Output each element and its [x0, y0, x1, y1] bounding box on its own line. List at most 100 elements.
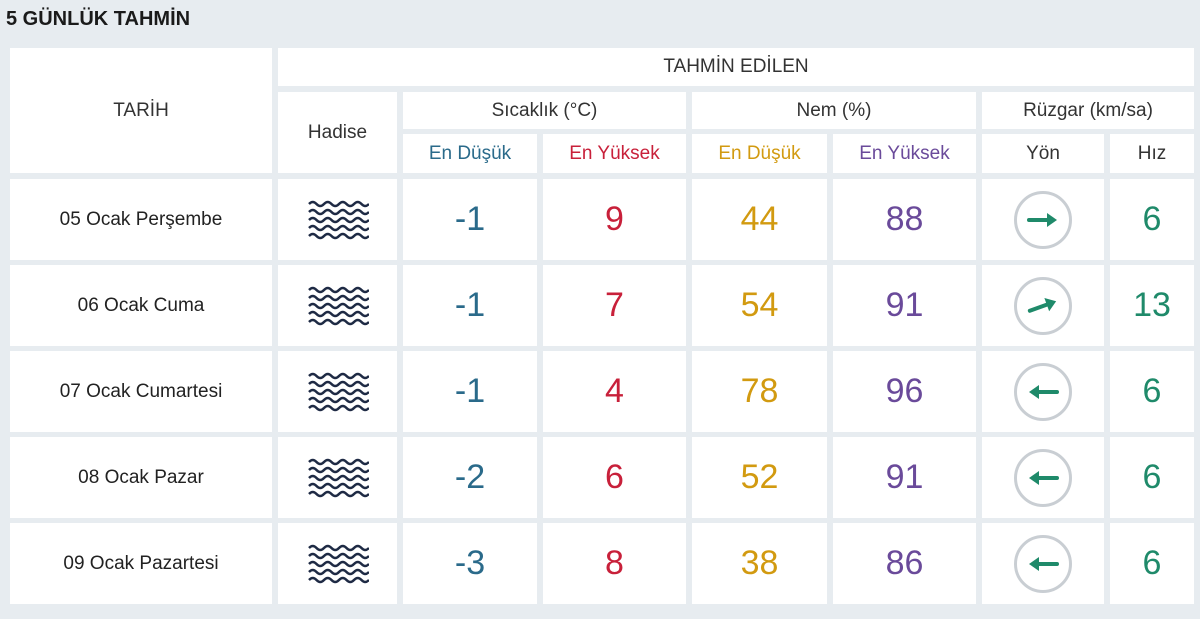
date-cell-value: 07 Ocak Cumartesi	[59, 380, 223, 402]
temp-max-cell: 6	[543, 437, 686, 518]
fog-icon	[307, 458, 369, 497]
wind-speed-cell: 6	[1110, 437, 1194, 518]
date-cell-value: 05 Ocak Perşembe	[59, 208, 223, 230]
temp-min-cell: -1	[403, 179, 537, 260]
header-tahmin-edilen: TAHMİN EDİLEN	[278, 48, 1194, 86]
header-hum-min-label: En Düşük	[718, 142, 801, 164]
header-hum-max-label: En Yüksek	[859, 142, 950, 164]
header-tarih-label: TARİH	[113, 99, 169, 121]
hum-max-cell-value: 96	[885, 372, 924, 410]
wind-direction-indicator	[1014, 362, 1072, 421]
temp-min-cell-value: -1	[454, 372, 486, 410]
hum-min-cell: 38	[692, 523, 827, 604]
wind-dir-cell	[982, 523, 1104, 604]
wind-speed-cell-value: 6	[1142, 458, 1162, 496]
wind-direction-indicator	[1014, 190, 1072, 249]
wind-arrow-icon	[1029, 556, 1059, 571]
wind-dir-cell	[982, 265, 1104, 346]
header-temp-max: En Yüksek	[543, 134, 686, 173]
date-cell: 09 Ocak Pazartesi	[10, 523, 272, 604]
header-hiz: Hız	[1110, 134, 1194, 173]
hum-min-cell: 78	[692, 351, 827, 432]
temp-max-cell: 4	[543, 351, 686, 432]
temp-min-cell: -1	[403, 265, 537, 346]
wind-arrow-icon	[1029, 384, 1059, 399]
header-hadise-label: Hadise	[307, 121, 368, 143]
temp-max-cell: 7	[543, 265, 686, 346]
temp-min-cell: -2	[403, 437, 537, 518]
hum-min-cell: 44	[692, 179, 827, 260]
fog-icon	[307, 286, 369, 325]
temp-min-cell-value: -1	[454, 200, 486, 238]
temp-min-cell: -3	[403, 523, 537, 604]
wind-speed-cell-value: 6	[1142, 544, 1162, 582]
temp-max-cell-value: 7	[605, 286, 624, 324]
header-hum-max: En Yüksek	[833, 134, 976, 173]
hadise-cell	[278, 437, 397, 518]
temp-min-cell: -1	[403, 351, 537, 432]
hum-min-cell-value: 38	[740, 544, 779, 582]
temp-max-cell: 8	[543, 523, 686, 604]
fog-icon	[307, 200, 369, 239]
temp-max-cell: 9	[543, 179, 686, 260]
hum-max-cell-value: 91	[885, 458, 924, 496]
hum-min-cell-value: 52	[740, 458, 779, 496]
date-cell: 07 Ocak Cumartesi	[10, 351, 272, 432]
fog-icon	[307, 372, 369, 411]
hum-min-cell-value: 44	[740, 200, 779, 238]
hum-min-cell-value: 78	[740, 372, 779, 410]
hadise-cell	[278, 351, 397, 432]
header-tahmin-edilen-label: TAHMİN EDİLEN	[663, 56, 809, 77]
hum-max-cell: 88	[833, 179, 976, 260]
temp-max-cell-value: 9	[605, 200, 624, 238]
header-temp-max-label: En Yüksek	[569, 142, 660, 164]
hum-min-cell: 52	[692, 437, 827, 518]
date-cell-value: 08 Ocak Pazar	[78, 466, 204, 488]
header-ruzgar: Rüzgar (km/sa)	[982, 92, 1194, 129]
header-yon: Yön	[982, 134, 1104, 173]
header-ruzgar-label: Rüzgar (km/sa)	[1023, 99, 1153, 121]
wind-dir-cell	[982, 437, 1104, 518]
wind-dir-cell	[982, 179, 1104, 260]
temp-max-cell-value: 8	[605, 544, 624, 582]
wind-speed-cell: 6	[1110, 179, 1194, 260]
hum-max-cell-value: 86	[885, 544, 924, 582]
wind-speed-cell-value: 6	[1142, 372, 1162, 410]
temp-max-cell-value: 6	[605, 458, 624, 496]
header-yon-label: Yön	[1026, 142, 1060, 164]
wind-speed-cell: 13	[1110, 265, 1194, 346]
hadise-cell	[278, 523, 397, 604]
header-temp-min: En Düşük	[403, 134, 537, 173]
header-hiz-label: Hız	[1137, 142, 1167, 164]
header-nem: Nem (%)	[692, 92, 976, 129]
fog-icon	[307, 544, 369, 583]
temp-min-cell-value: -2	[454, 458, 486, 496]
wind-dir-cell	[982, 351, 1104, 432]
wind-direction-indicator	[1014, 534, 1072, 593]
wind-speed-cell: 6	[1110, 523, 1194, 604]
temp-min-cell-value: -3	[454, 544, 486, 582]
header-hadise: Hadise	[278, 92, 397, 173]
wind-arrow-icon	[1027, 297, 1057, 313]
wind-speed-cell-value: 6	[1142, 200, 1162, 238]
header-nem-label: Nem (%)	[796, 99, 872, 121]
header-sicaklik-label: Sıcaklık (°C)	[491, 99, 598, 121]
date-cell: 05 Ocak Perşembe	[10, 179, 272, 260]
hum-max-cell-value: 91	[885, 286, 924, 324]
wind-speed-cell: 6	[1110, 351, 1194, 432]
wind-speed-cell-value: 13	[1133, 286, 1171, 324]
date-cell: 06 Ocak Cuma	[10, 265, 272, 346]
wind-arrow-icon	[1029, 470, 1059, 485]
hum-max-cell: 86	[833, 523, 976, 604]
hum-max-cell: 96	[833, 351, 976, 432]
date-cell: 08 Ocak Pazar	[10, 437, 272, 518]
temp-min-cell-value: -1	[454, 286, 486, 324]
hum-min-cell-value: 54	[740, 286, 779, 324]
page-title: 5 GÜNLÜK TAHMİN	[6, 8, 191, 30]
header-temp-min-label: En Düşük	[428, 142, 512, 164]
hadise-cell	[278, 179, 397, 260]
date-cell-value: 09 Ocak Pazartesi	[63, 552, 219, 574]
hum-max-cell-value: 88	[885, 200, 924, 238]
date-cell-value: 06 Ocak Cuma	[77, 294, 205, 316]
hum-max-cell: 91	[833, 437, 976, 518]
